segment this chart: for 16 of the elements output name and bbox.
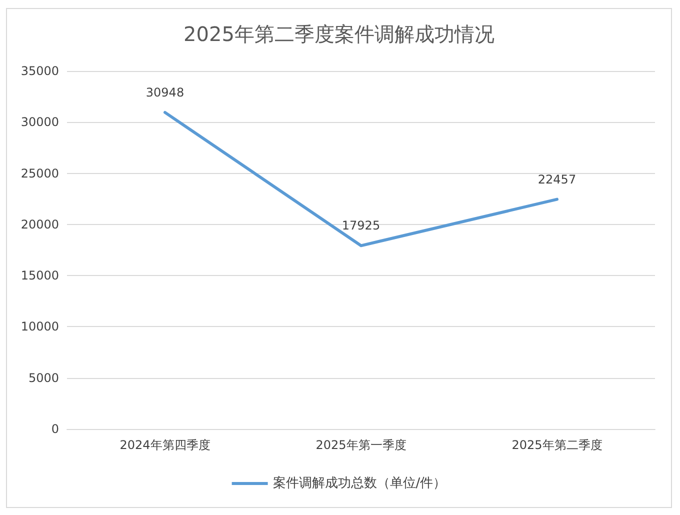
y-tick-label: 15000 bbox=[20, 268, 59, 283]
y-tick-label: 30000 bbox=[20, 115, 59, 130]
x-tick-label: 2025年第一季度 bbox=[316, 438, 406, 452]
legend-label: 案件调解成功总数（单位/件） bbox=[272, 475, 446, 491]
data-label: 17925 bbox=[342, 218, 380, 233]
x-tick-label: 2024年第四季度 bbox=[120, 438, 210, 452]
data-label: 22457 bbox=[538, 172, 576, 186]
y-tick-label: 0 bbox=[51, 422, 59, 436]
y-tick-label: 10000 bbox=[20, 320, 59, 334]
y-tick-label: 5000 bbox=[28, 370, 59, 385]
y-tick-label: 20000 bbox=[20, 217, 59, 232]
data-label: 30948 bbox=[146, 85, 184, 100]
y-tick-label: 25000 bbox=[20, 166, 59, 180]
y-tick-label: 35000 bbox=[20, 64, 59, 78]
chart-title: 2025年第二季度案件调解成功情况 bbox=[184, 22, 494, 46]
x-tick-label: 2025年第二季度 bbox=[512, 438, 602, 452]
